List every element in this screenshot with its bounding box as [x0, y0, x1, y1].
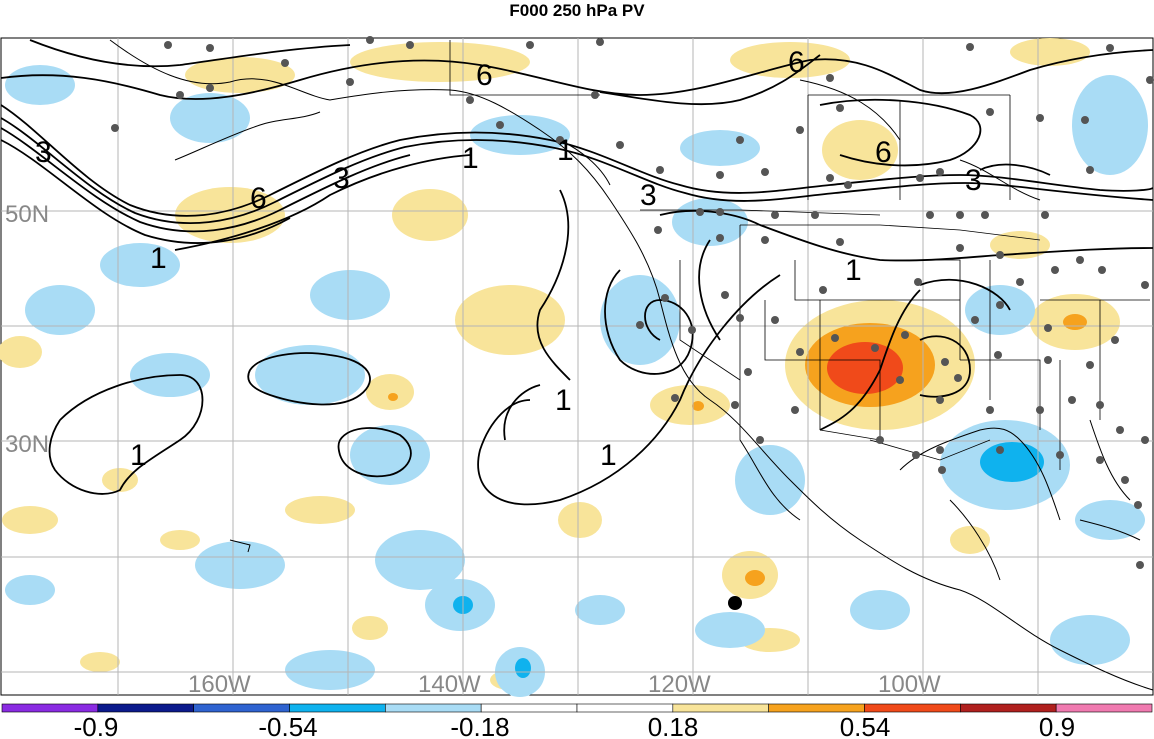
- colorbar-bin: [768, 703, 865, 713]
- contour-label: 1: [845, 254, 862, 287]
- contour-label: 3: [333, 162, 350, 195]
- contour-label: 3: [965, 164, 982, 197]
- colorbar-bin: [576, 703, 674, 713]
- colorbar-bin: [97, 703, 194, 713]
- contour-label: 1: [557, 134, 574, 167]
- colorbar-bin: [480, 703, 578, 713]
- colorbar-tick-label: 0.18: [648, 712, 699, 739]
- lon-label-100w: 100W: [878, 671, 941, 698]
- pv-contours: [0, 39, 1154, 506]
- axis-labels: 50N 30N 160W 140W 120W 100W: [5, 201, 941, 698]
- contour-label: 6: [250, 182, 267, 215]
- colorbar-bin: [672, 703, 769, 713]
- colorbar-bin: [289, 703, 386, 713]
- lon-label-160w: 160W: [188, 671, 251, 698]
- lon-label-140w: 140W: [418, 671, 481, 698]
- colorbar-tick-label: -0.54: [258, 712, 317, 739]
- map-title: F000 250 hPa PV: [509, 1, 645, 20]
- contour-label: 1: [600, 439, 617, 472]
- contour-label: 1: [150, 242, 167, 275]
- colorbar-bin: [864, 703, 961, 713]
- observation-stations: [111, 36, 1154, 569]
- colorbar-tick-label: -0.9: [74, 712, 119, 739]
- coastlines: [109, 39, 1154, 691]
- colorbar-tick-label: 0.9: [1039, 712, 1075, 739]
- contour-label: 6: [788, 46, 805, 79]
- lat-label-30n: 30N: [5, 431, 49, 458]
- state-borders: [449, 40, 1150, 470]
- lat-lon-grid: [1, 38, 1153, 695]
- colorbar-bin: [1055, 703, 1153, 713]
- contour-label: 3: [640, 179, 657, 212]
- colorbar-bin: [193, 703, 290, 713]
- contour-label: 6: [875, 136, 892, 169]
- colorbar-tick-label: -0.18: [450, 712, 509, 739]
- lat-label-50n: 50N: [5, 201, 49, 228]
- contour-label: 1: [462, 142, 479, 175]
- contour-label: 1: [130, 439, 147, 472]
- colorbar-tick-label: 0.54: [840, 712, 891, 739]
- colorbar-bin: [960, 703, 1057, 713]
- contour-label: 3: [35, 136, 52, 169]
- color-bar-bins: [1, 703, 1153, 713]
- colorbar-bin: [1, 703, 99, 713]
- color-bar: -0.9 -0.54 -0.18 0.18 0.54 0.9: [1, 703, 1153, 739]
- lon-label-120w: 120W: [648, 671, 711, 698]
- colorbar-bin: [385, 703, 482, 713]
- highlight-marker: [728, 596, 742, 610]
- contour-label: 1: [555, 384, 572, 417]
- contour-labels: 3 6 3 1 1 6 3 6 1 1 1 1 6 3 1 1: [35, 46, 982, 472]
- contour-label: 6: [476, 59, 493, 92]
